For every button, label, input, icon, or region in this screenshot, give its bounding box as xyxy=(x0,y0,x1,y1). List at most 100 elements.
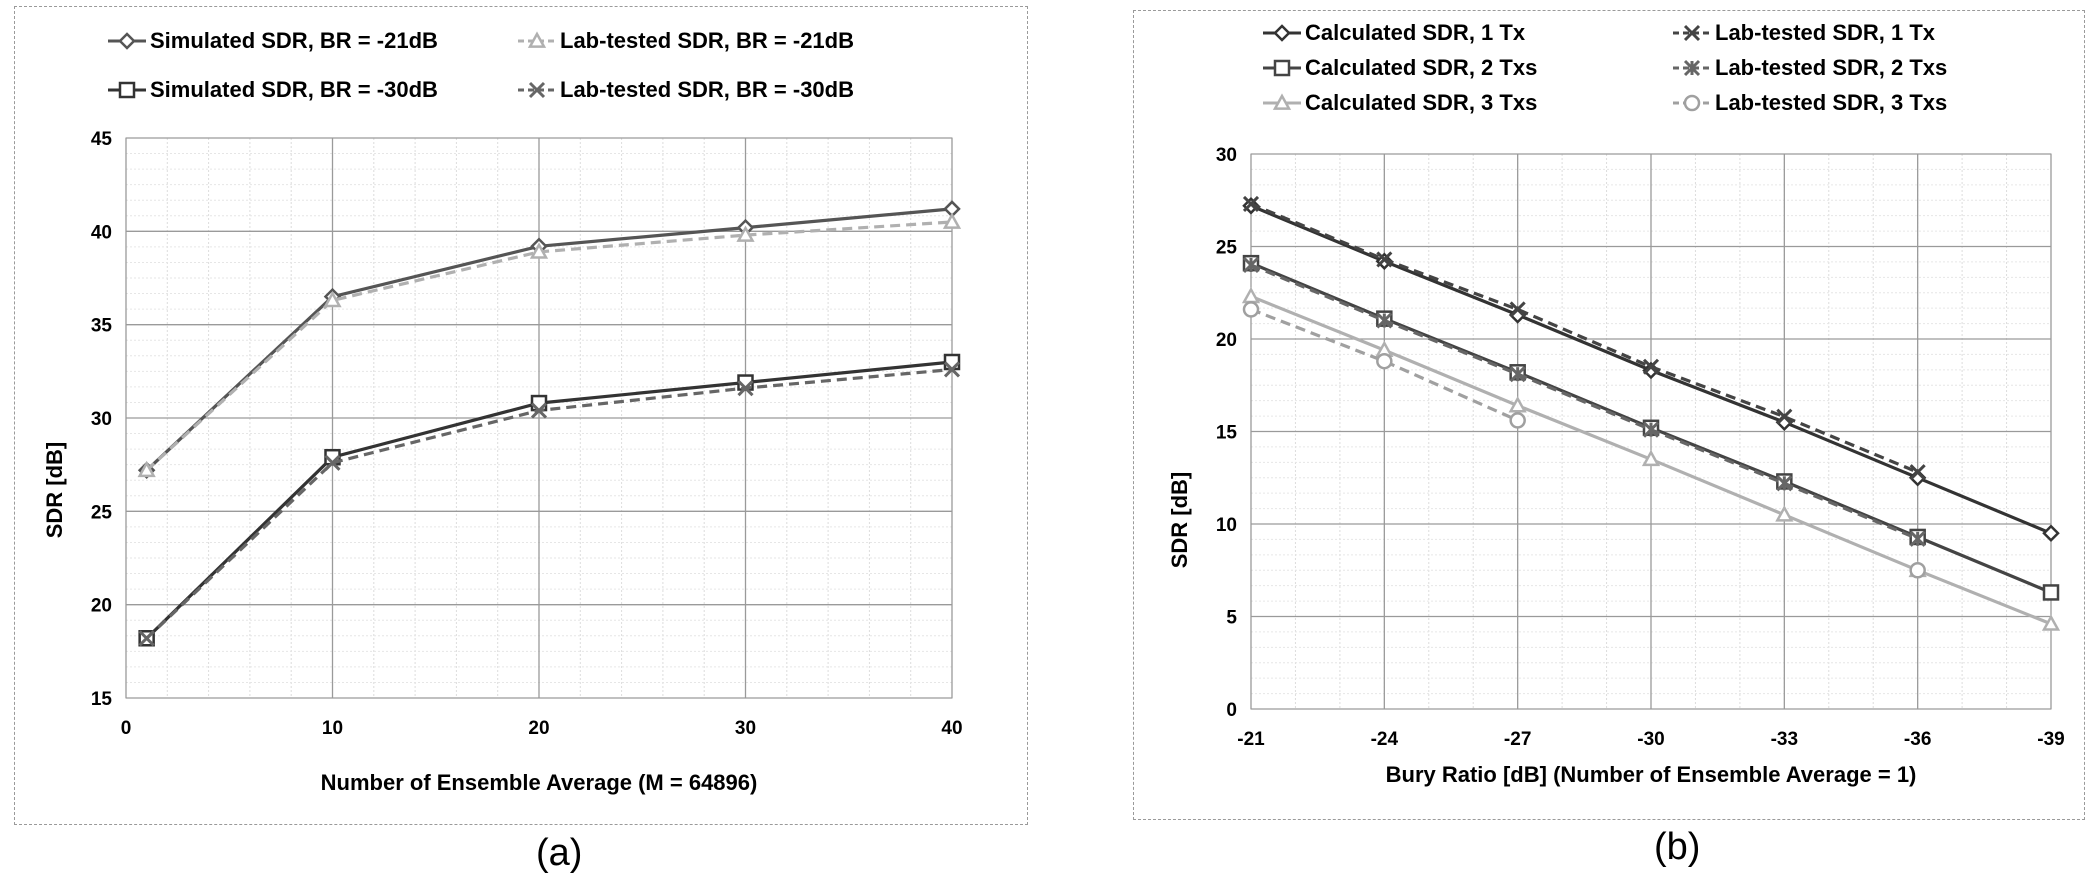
legend-item: Calculated SDR, 3 Txs xyxy=(1263,90,1537,115)
data-point xyxy=(1509,301,1526,318)
y-tick-label: 45 xyxy=(91,129,113,150)
legend-label: Calculated SDR, 2 Txs xyxy=(1305,55,1537,80)
x-tick-label: 40 xyxy=(941,718,962,739)
x-tick-label: -33 xyxy=(1771,729,1798,750)
data-point xyxy=(1776,475,1793,492)
chart-b: 0 5 10 15 20 25 30 -21 -24 -27 -30 -33 -36 -39 Bury Ra… xyxy=(1167,20,2065,787)
x-tick-label: 30 xyxy=(735,718,756,739)
x-axis-title: Number of Ensemble Average (M = 64896) xyxy=(321,770,758,795)
legend: Calculated SDR, 1 Tx Lab-tested SDR, 1 Tx… xyxy=(1263,20,1947,115)
legend-marker xyxy=(528,81,546,99)
series-4 xyxy=(1242,256,1926,547)
legend-label: Simulated SDR, BR = -30dB xyxy=(150,77,438,102)
x-tick-label: -39 xyxy=(2037,729,2064,750)
x-tick-label: 0 xyxy=(121,718,132,739)
data-point xyxy=(1509,366,1526,383)
data-point xyxy=(529,242,549,259)
legend-item: Lab-tested SDR, 1 Tx xyxy=(1673,20,1936,45)
legend-item: Simulated SDR, BR = -21dB xyxy=(108,28,438,53)
data-point xyxy=(138,630,155,647)
y-axis-title: SDR [dB] xyxy=(42,442,67,539)
legend-marker xyxy=(118,81,136,99)
legend-label: Lab-tested SDR, 2 Txs xyxy=(1715,55,1947,80)
series-line xyxy=(145,220,953,472)
y-tick-label: 0 xyxy=(1226,700,1237,721)
data-point xyxy=(1376,251,1393,268)
x-tick-label: 10 xyxy=(322,718,343,739)
y-tick-label: 25 xyxy=(91,502,113,523)
y-tick-label: 30 xyxy=(1216,145,1237,166)
legend-item: Lab-tested SDR, 2 Txs xyxy=(1673,55,1947,80)
data-point xyxy=(324,454,341,471)
data-point xyxy=(1242,195,1260,213)
series-4 xyxy=(138,361,961,647)
legend-label: Calculated SDR, 3 Txs xyxy=(1305,90,1537,115)
legend-item: Lab-tested SDR, BR = -30dB xyxy=(518,77,854,102)
legend-marker xyxy=(1272,93,1292,110)
y-tick-label: 10 xyxy=(1216,515,1237,536)
y-tick-label: 40 xyxy=(91,222,112,243)
data-point xyxy=(2041,614,2061,631)
legend: Simulated SDR, BR = -21dB Lab-tested SDR,… xyxy=(108,28,854,102)
x-tick-label: -36 xyxy=(1904,729,1931,750)
chart-a: 15 20 25 30 35 40 45 0 10 20 30 40 Number of Ensembl… xyxy=(42,28,963,795)
y-tick-label: 15 xyxy=(91,689,113,710)
legend-label: Lab-tested SDR, 1 Tx xyxy=(1715,20,1936,45)
legend-label: Simulated SDR, BR = -21dB xyxy=(150,28,438,53)
data-point xyxy=(2042,524,2060,543)
y-tick-label: 20 xyxy=(1216,330,1237,351)
data-point xyxy=(1641,449,1661,467)
data-point xyxy=(1909,530,1926,547)
x-tick-label: -30 xyxy=(1637,729,1664,750)
legend-label: Lab-tested SDR, 3 Txs xyxy=(1715,90,1947,115)
legend-item: Lab-tested SDR, 3 Txs xyxy=(1673,90,1947,115)
caption-b: (b) xyxy=(1654,826,1701,868)
data-point xyxy=(1775,505,1794,522)
x-tick-label: 20 xyxy=(528,718,549,739)
y-tick-label: 5 xyxy=(1226,608,1237,629)
legend-marker xyxy=(527,31,547,48)
y-tick-label: 30 xyxy=(91,409,112,430)
series-2 xyxy=(137,212,962,478)
legend-item: Simulated SDR, BR = -30dB xyxy=(108,77,438,102)
data-point xyxy=(1642,421,1660,438)
legend-item: Calculated SDR, 2 Txs xyxy=(1263,55,1537,80)
data-point xyxy=(1909,562,1926,579)
data-point xyxy=(942,212,962,229)
legend-item: Lab-tested SDR, BR = -21dB xyxy=(518,28,854,53)
y-axis-title: SDR [dB] xyxy=(1167,472,1192,569)
data-point xyxy=(137,460,156,478)
x-tick-label: -27 xyxy=(1504,729,1531,750)
legend-label: Lab-tested SDR, BR = -30dB xyxy=(560,77,854,102)
data-point xyxy=(943,361,961,378)
x-tick-label: -21 xyxy=(1237,729,1265,750)
caption-a: (a) xyxy=(536,832,583,874)
x-tick-label: -24 xyxy=(1371,729,1399,750)
data-point xyxy=(1509,412,1526,429)
series-line xyxy=(1250,202,1919,474)
y-tick-label: 35 xyxy=(91,316,113,337)
data-point xyxy=(1376,312,1393,329)
legend-marker xyxy=(1273,24,1291,42)
series-line xyxy=(1250,263,1919,541)
legend-label: Lab-tested SDR, BR = -21dB xyxy=(560,28,854,53)
data-point xyxy=(943,353,961,371)
legend-marker xyxy=(1683,59,1701,77)
data-point xyxy=(1376,352,1393,370)
legend-marker xyxy=(118,32,136,50)
data-point xyxy=(323,290,342,308)
data-point xyxy=(1508,396,1527,413)
legend-item: Calculated SDR, 1 Tx xyxy=(1263,20,1526,45)
data-point xyxy=(1776,408,1793,425)
data-point xyxy=(530,402,548,419)
data-point xyxy=(530,394,548,412)
y-tick-label: 25 xyxy=(1216,238,1238,259)
data-point xyxy=(736,225,755,242)
data-point xyxy=(1242,301,1260,318)
legend-marker xyxy=(1683,94,1701,112)
data-point xyxy=(737,380,754,397)
x-axis-title: Bury Ratio [dB] (Number of Ensemble Aver… xyxy=(1386,762,1917,787)
data-point xyxy=(2042,584,2060,601)
legend-marker xyxy=(1273,59,1291,77)
